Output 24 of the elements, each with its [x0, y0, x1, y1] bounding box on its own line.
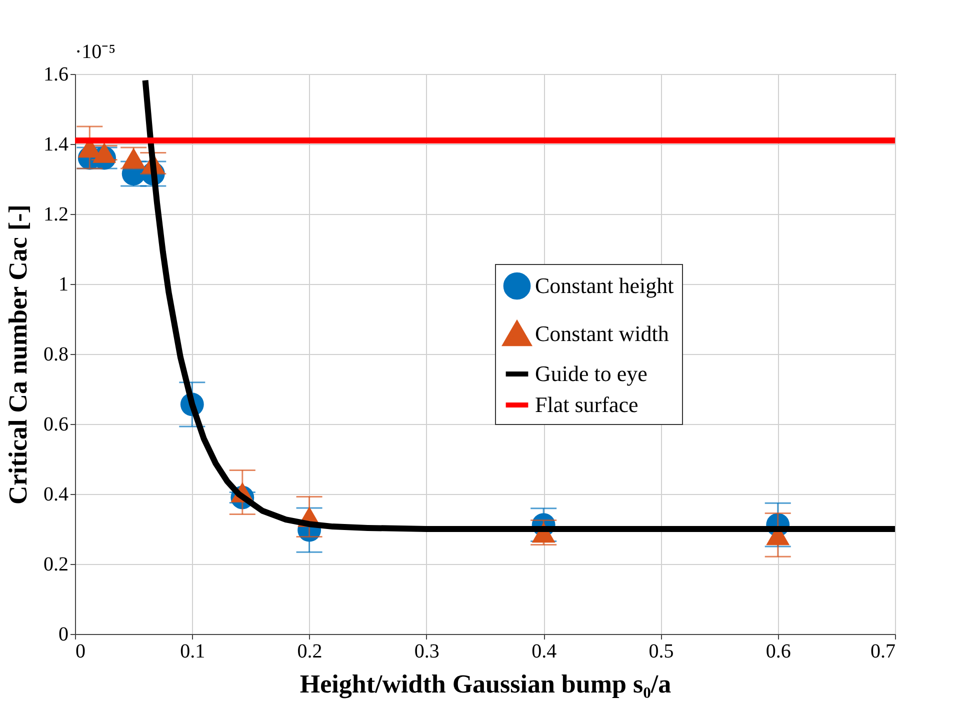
- x-tick-label: 0.6: [766, 640, 791, 662]
- x-tick-label: 0.4: [532, 640, 557, 662]
- y-tick-label: 0.6: [44, 414, 68, 436]
- y-axis-title: Critical Ca number Cac [-]: [4, 204, 32, 504]
- x-tick-label: 0.1: [180, 640, 206, 662]
- y-tick-label: 1.6: [44, 64, 68, 86]
- y-tick-label: 0.8: [44, 344, 68, 366]
- y-tick-label: 0.4: [44, 484, 68, 506]
- x-axis-title: Height/width Gaussian bump s₀/a: [300, 670, 672, 698]
- legend-label: Constant width: [535, 321, 669, 346]
- y-tick-label: 1.4: [44, 134, 68, 156]
- x-tick-label: 0.7: [870, 640, 896, 662]
- y-tick-label: 0.2: [44, 554, 68, 576]
- y-tick-label: 0: [58, 624, 68, 646]
- y-tick-label: 1.2: [44, 204, 68, 226]
- x-tick-label: 0.5: [648, 640, 674, 662]
- legend-label: Flat surface: [535, 392, 638, 417]
- legend-label: Guide to eye: [535, 361, 648, 386]
- y-tick-label: 1: [58, 274, 68, 296]
- x-tick-label: 0: [76, 640, 86, 662]
- legend-label: Constant height: [535, 273, 674, 298]
- x-tick-label: 0.2: [297, 640, 322, 662]
- text: ·10⁻⁵: [75, 41, 116, 63]
- x-tick-label: 0.3: [414, 640, 440, 662]
